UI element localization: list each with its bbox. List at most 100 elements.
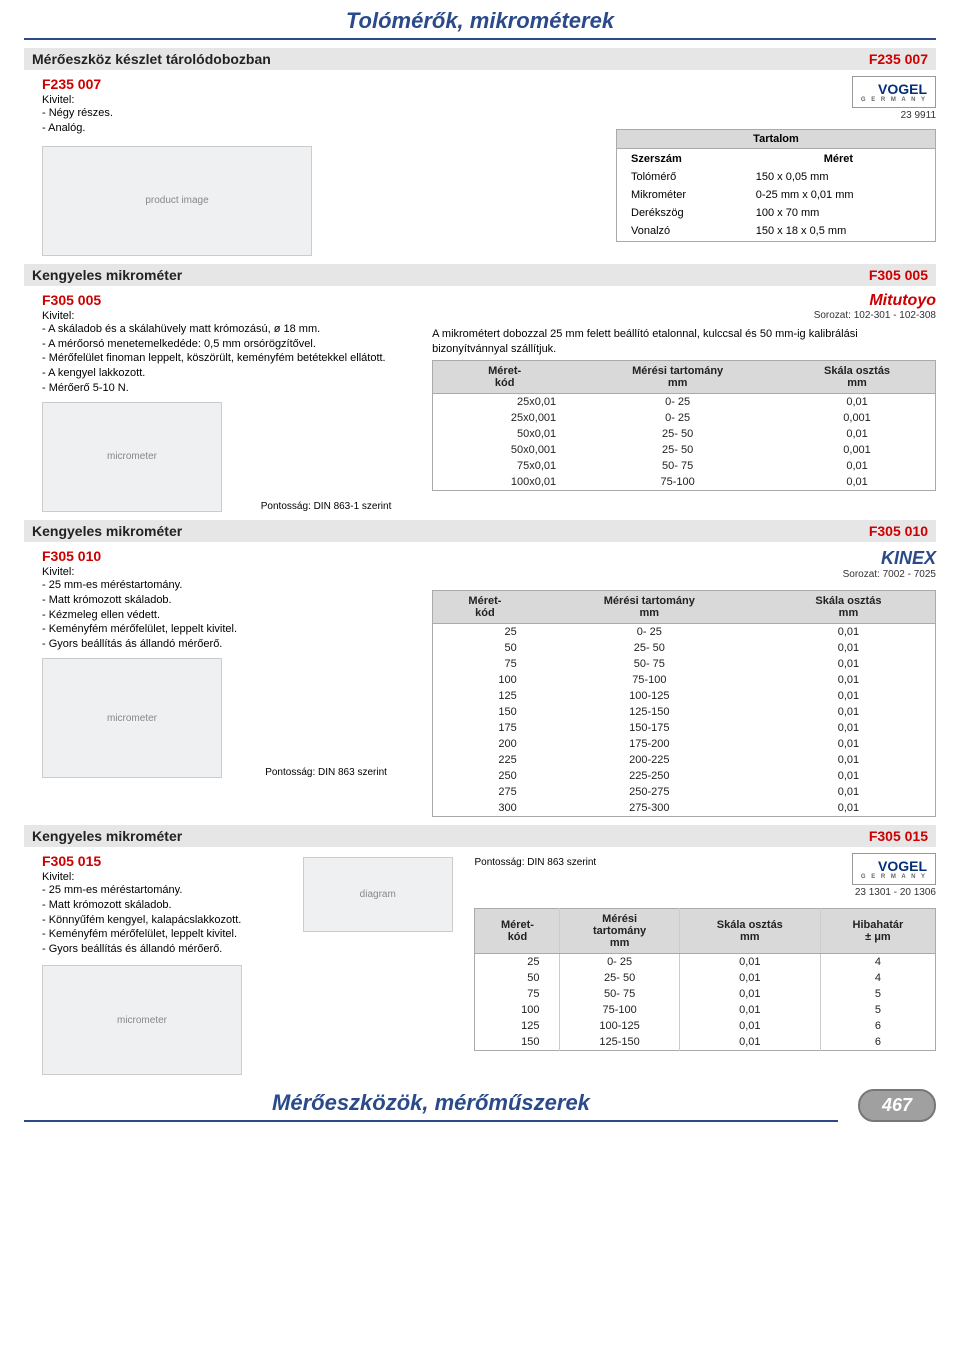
product-image: micrometer <box>42 965 242 1075</box>
table-row: 25x0,0010- 250,001 <box>433 410 936 426</box>
bullet: - Matt krómozott skáladob. <box>42 898 291 913</box>
section-title: Mérőeszköz készlet tárolódobozban <box>32 51 271 67</box>
table-row: 125100-1250,016 <box>475 1018 936 1034</box>
th: Méret- kód <box>475 908 560 953</box>
th: Mérési tartomány mm <box>537 590 762 623</box>
kivitel-label: Kivitel: <box>42 310 420 322</box>
brand-logo-mitutoyo: Mitutoyo <box>869 292 936 309</box>
table-row: 150125-1500,01 <box>433 704 936 720</box>
bullet: - Mérőerő 5-10 N. <box>42 381 420 396</box>
th: Mérési tartomány mm <box>576 361 779 394</box>
table-row: 250- 250,01 <box>433 623 936 640</box>
bullet: - Kézmeleg ellen védett. <box>42 608 420 623</box>
table-row: 300275-3000,01 <box>433 800 936 817</box>
table-row: 225200-2250,01 <box>433 752 936 768</box>
brand-block: VOGEL G E R M A N Y 23 1301 - 20 1306 <box>852 853 936 898</box>
product-code: F305 015 <box>42 853 291 869</box>
table-row: 125100-1250,01 <box>433 688 936 704</box>
table-row: 10075-1000,01 <box>433 672 936 688</box>
section-bar-f305015: Kengyeles mikrométer F305 015 <box>24 825 936 847</box>
table-row: 25x0,010- 250,01 <box>433 394 936 411</box>
catalog-page: Tolómérők, mikrométerek Mérőeszköz készl… <box>0 0 960 1130</box>
bullet: - A skáladob és a skálahüvely matt krómo… <box>42 322 420 337</box>
section-title: Kengyeles mikrométer <box>32 267 182 283</box>
section-bar-f235007: Mérőeszköz készlet tárolódobozban F235 0… <box>24 48 936 70</box>
accuracy-caption: Pontosság: DIN 863-1 szerint <box>232 501 420 512</box>
section-body-f235007: F235 007 Kivitel: - Négy részes. - Analó… <box>24 76 936 256</box>
kivitel-label: Kivitel: <box>42 94 420 106</box>
section-code: F305 005 <box>869 267 928 283</box>
bullet: - A mérőorsó menetemelkedéde: 0,5 mm ors… <box>42 337 420 352</box>
table-row: 7550- 750,01 <box>433 656 936 672</box>
bullet: - Könnyűfém kengyel, kalapácslakkozott. <box>42 913 291 928</box>
table-row: 5025- 500,014 <box>475 970 936 986</box>
section-code: F305 015 <box>869 828 928 844</box>
accuracy-caption: Pontosság: DIN 863 szerint <box>474 857 596 868</box>
kivitel-label: Kivitel: <box>42 566 420 578</box>
th: Szerszám <box>619 151 742 167</box>
page-top-title: Tolómérők, mikrométerek <box>24 8 936 40</box>
th: Skála osztás mm <box>779 361 935 394</box>
brand-note: 23 1301 - 20 1306 <box>852 887 936 898</box>
section-bar-f305005: Kengyeles mikrométer F305 005 <box>24 264 936 286</box>
section-title: Kengyeles mikrométer <box>32 828 182 844</box>
page-bottom-title: Mérőeszközök, mérőműszerek <box>24 1090 838 1122</box>
kivitel-label: Kivitel: <box>42 871 291 883</box>
section-code: F305 010 <box>869 523 928 539</box>
table-row: 250- 250,014 <box>475 953 936 970</box>
bullet: - Matt krómozott skáladob. <box>42 593 420 608</box>
table-row: 200175-2000,01 <box>433 736 936 752</box>
th: Skála osztás mm <box>762 590 936 623</box>
bullet: - Analóg. <box>42 121 420 136</box>
table-row: 7550- 750,015 <box>475 986 936 1002</box>
tartalom-box: Tartalom SzerszámMéret Tolómérő150 x 0,0… <box>616 129 936 242</box>
spec-table: Méret- kód Mérési tartomány mm Skála osz… <box>432 360 936 491</box>
bullet: - 25 mm-es méréstartomány. <box>42 883 291 898</box>
table-row: Tolómérő150 x 0,05 mm <box>619 169 933 185</box>
table-row: 10075-1000,015 <box>475 1002 936 1018</box>
table-row: Derékszög100 x 70 mm <box>619 205 933 221</box>
section-code: F235 007 <box>869 51 928 67</box>
section-bar-f305010: Kengyeles mikrométer F305 010 <box>24 520 936 542</box>
product-image: micrometer <box>42 402 222 512</box>
bullet: - Keményfém mérőfelület, leppelt kivitel… <box>42 622 420 637</box>
product-diagram: diagram <box>303 857 453 932</box>
brand-block: KINEX Sorozat: 7002 - 7025 <box>432 548 936 580</box>
table-row: 100x0,0175-1000,01 <box>433 474 936 491</box>
th: Skála osztás mm <box>679 908 820 953</box>
page-number: 467 <box>858 1089 936 1122</box>
product-image: micrometer <box>42 658 222 778</box>
th: Hibahatár ± μm <box>820 908 935 953</box>
bullet: - Négy részes. <box>42 106 420 121</box>
bullet: - Gyors beállítás ás állandó mérőerő. <box>42 637 420 652</box>
product-description: A mikrométert dobozzal 25 mm felett beál… <box>432 327 936 357</box>
bullet: - 25 mm-es méréstartomány. <box>42 578 420 593</box>
bullet: - Gyors beállítás és állandó mérőerő. <box>42 942 291 957</box>
spec-table: Méret- kód Mérési tartomány mm Skála osz… <box>432 590 936 817</box>
section-body-f305015: F305 015 Kivitel: - 25 mm-es méréstartom… <box>24 853 936 1075</box>
section-body-f305010: F305 010 Kivitel: - 25 mm-es méréstartom… <box>24 548 936 817</box>
brand-logo-vogel: VOGEL G E R M A N Y <box>852 76 936 108</box>
th: Méret- kód <box>433 590 537 623</box>
th: Méret- kód <box>433 361 577 394</box>
table-row: 250225-2500,01 <box>433 768 936 784</box>
table-row: 5025- 500,01 <box>433 640 936 656</box>
tartalom-title: Tartalom <box>617 130 935 149</box>
brand-note: 23 9911 <box>852 110 936 121</box>
brand-block: VOGEL G E R M A N Y 23 9911 <box>432 76 936 121</box>
product-code: F235 007 <box>42 76 420 92</box>
product-code: F305 010 <box>42 548 420 564</box>
brand-logo-vogel: VOGEL G E R M A N Y <box>852 853 936 885</box>
brand-logo-kinex: KINEX <box>881 548 936 568</box>
table-row: 275250-2750,01 <box>433 784 936 800</box>
bullet: - Keményfém mérőfelület, leppelt kivitel… <box>42 927 291 942</box>
page-footer: Mérőeszközök, mérőműszerek 467 <box>24 1089 936 1122</box>
brand-block: Mitutoyo Sorozat: 102-301 - 102-308 <box>432 292 936 321</box>
product-image: product image <box>42 146 312 256</box>
brand-note: Sorozat: 102-301 - 102-308 <box>814 310 936 321</box>
spec-table: Méret- kód Mérési tartomány mm Skála osz… <box>474 908 936 1051</box>
table-row: Vonalzó150 x 18 x 0,5 mm <box>619 223 933 239</box>
th: Méret <box>744 151 933 167</box>
bullet: - A kengyel lakkozott. <box>42 366 420 381</box>
section-body-f305005: F305 005 Kivitel: - A skáladob és a skál… <box>24 292 936 512</box>
